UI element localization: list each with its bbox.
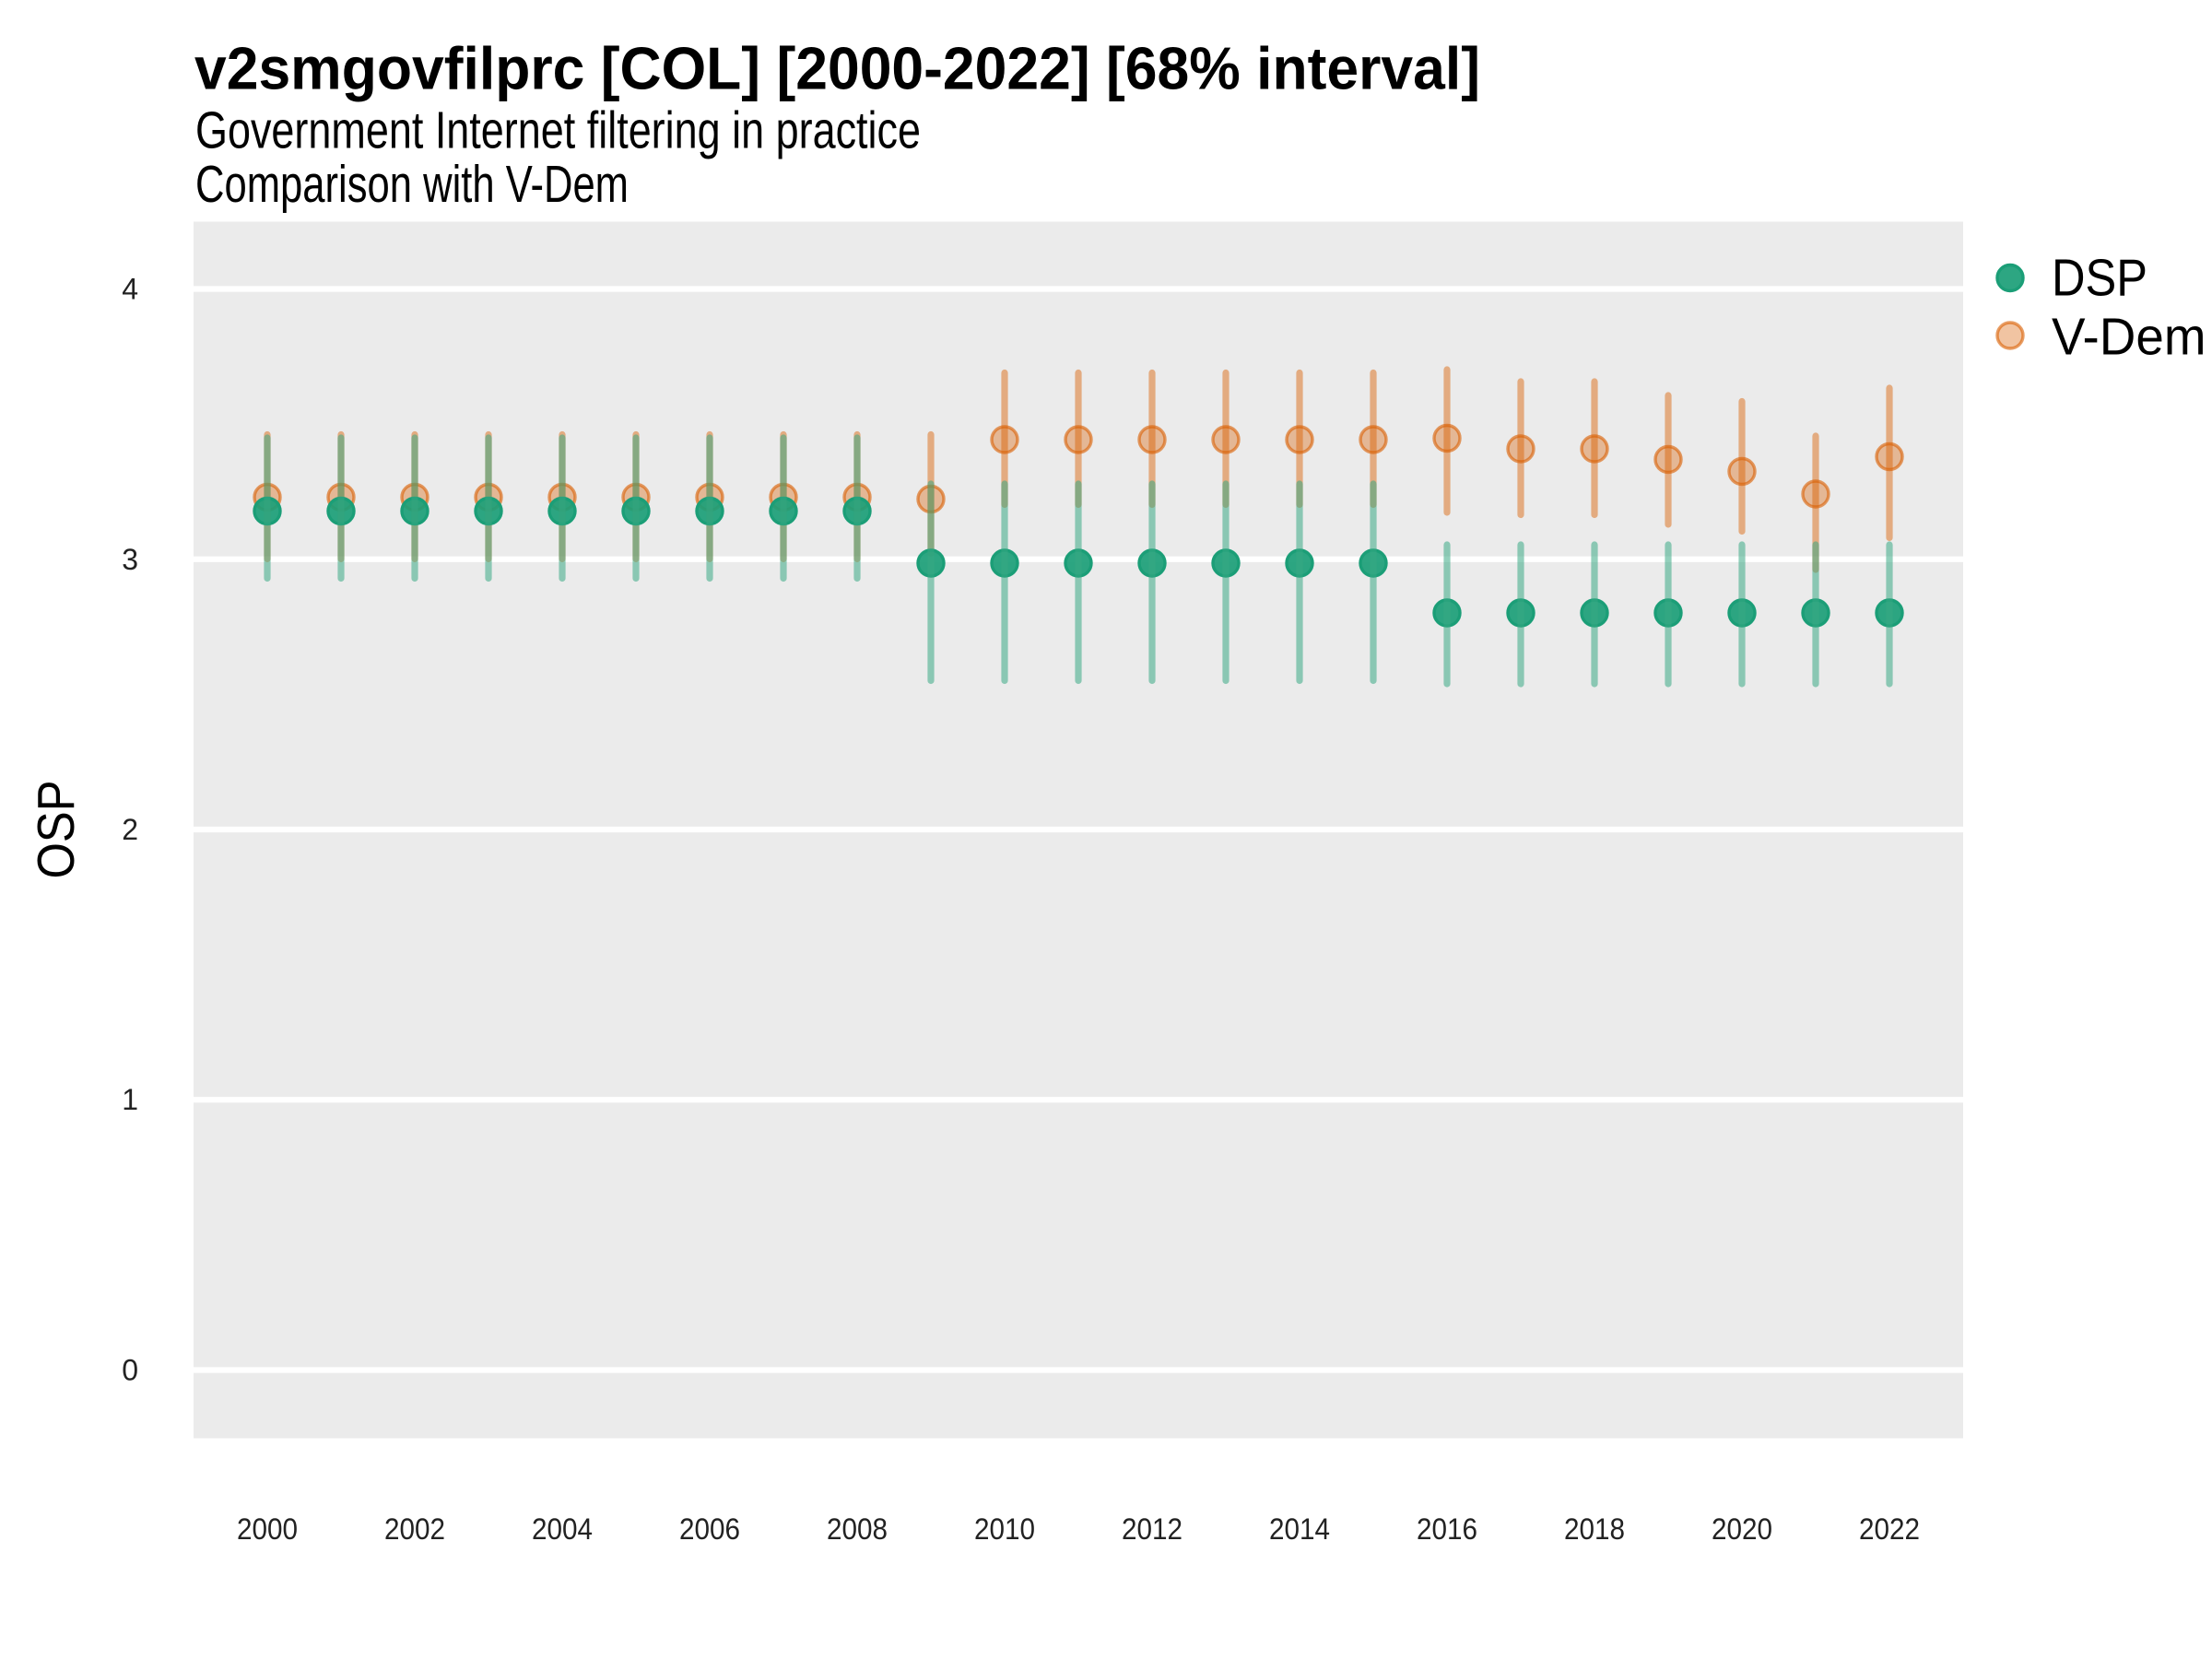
svg-text:Government Internet filtering: Government Internet filtering in practic… xyxy=(195,101,921,160)
svg-text:Comparison with V-Dem: Comparison with V-Dem xyxy=(195,155,629,214)
svg-text:4: 4 xyxy=(122,273,138,306)
svg-text:2018: 2018 xyxy=(1564,1512,1625,1546)
svg-text:2004: 2004 xyxy=(532,1512,593,1546)
svg-text:DSP: DSP xyxy=(2052,249,2147,307)
svg-text:2002: 2002 xyxy=(384,1512,445,1546)
svg-text:0: 0 xyxy=(122,1354,138,1387)
svg-text:2: 2 xyxy=(122,813,138,846)
svg-text:2000: 2000 xyxy=(237,1512,298,1546)
svg-text:2008: 2008 xyxy=(827,1512,888,1546)
svg-text:2022: 2022 xyxy=(1859,1512,1920,1546)
svg-text:2020: 2020 xyxy=(1712,1512,1772,1546)
svg-text:2012: 2012 xyxy=(1122,1512,1182,1546)
svg-text:3: 3 xyxy=(122,543,138,576)
svg-text:2006: 2006 xyxy=(679,1512,740,1546)
svg-text:OSP: OSP xyxy=(27,781,85,879)
svg-text:2014: 2014 xyxy=(1269,1512,1330,1546)
svg-text:2016: 2016 xyxy=(1417,1512,1477,1546)
svg-text:1: 1 xyxy=(122,1083,138,1116)
svg-text:v2smgovfilprc [COL] [2000-2022: v2smgovfilprc [COL] [2000-2022] [68% int… xyxy=(194,35,1480,102)
svg-text:V-Dem: V-Dem xyxy=(2052,308,2206,366)
svg-text:2010: 2010 xyxy=(974,1512,1035,1546)
